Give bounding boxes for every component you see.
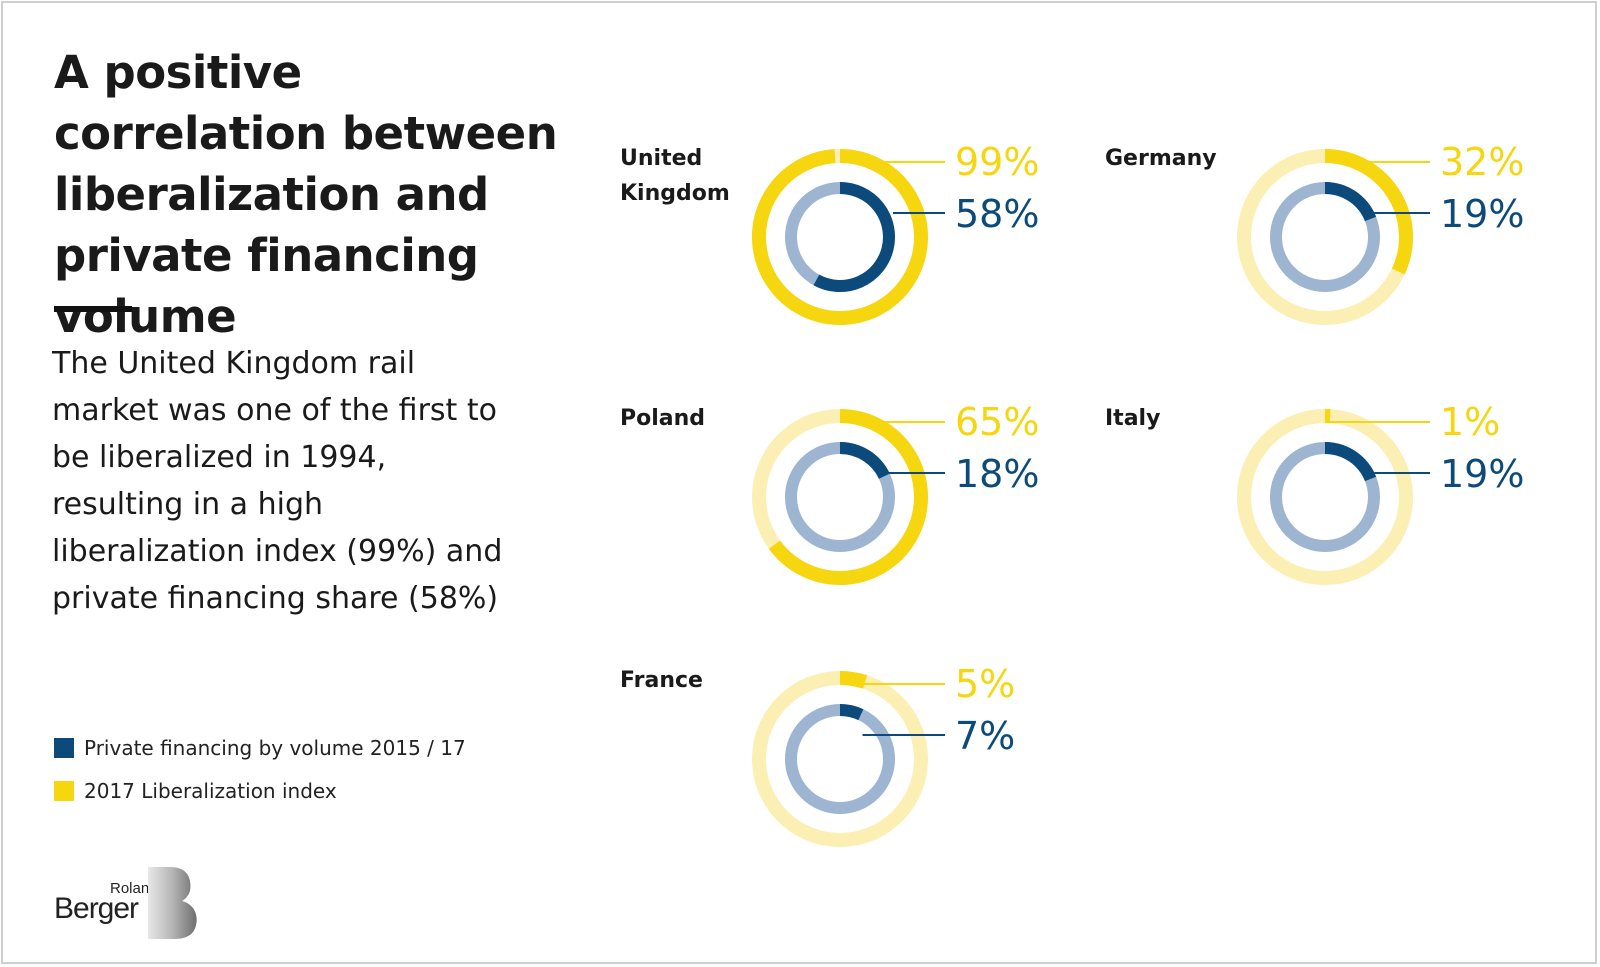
liberalization-arc xyxy=(752,149,928,325)
financing-arc xyxy=(839,704,864,721)
financing-value-label: 7% xyxy=(955,714,1015,758)
legend-swatch-liberalization xyxy=(54,781,74,801)
financing-arc xyxy=(1324,182,1377,222)
legend-label: 2017 Liberalization index xyxy=(84,779,337,803)
legend-label: Private financing by volume 2015 / 17 xyxy=(84,736,466,760)
legend-swatch-financing xyxy=(54,738,74,758)
country-label-line: United xyxy=(620,146,703,171)
country-label: Germany xyxy=(1105,141,1217,176)
liberalization-arc xyxy=(768,409,928,585)
financing-value-label: 19% xyxy=(1440,192,1524,236)
logo-b-mark xyxy=(148,867,197,939)
financing-value-label: 19% xyxy=(1440,452,1524,496)
country-label-line: France xyxy=(620,668,703,693)
legend-item-liberalization: 2017 Liberalization index xyxy=(54,779,337,803)
country-label-line: Kingdom xyxy=(620,181,730,206)
liberalization-value-label: 5% xyxy=(955,662,1015,706)
liberalization-value-label: 32% xyxy=(1440,140,1524,184)
country-label-line: Poland xyxy=(620,406,706,431)
logo-text-top: Roland xyxy=(110,880,158,897)
financing-track xyxy=(785,704,895,814)
financing-arc xyxy=(839,442,890,479)
country-label-line: Italy xyxy=(1105,406,1161,431)
country-label-line: Germany xyxy=(1105,146,1217,171)
liberalization-value-label: 99% xyxy=(955,140,1039,184)
liberalization-arc xyxy=(1324,149,1413,275)
financing-arc xyxy=(813,182,895,292)
country-label: Poland xyxy=(620,401,705,436)
liberalization-arc xyxy=(839,670,868,689)
liberalization-value-label: 65% xyxy=(955,400,1039,444)
country-label: France xyxy=(620,663,703,698)
liberalization-track xyxy=(1237,409,1413,585)
liberalization-value-label: 1% xyxy=(1440,400,1500,444)
logo-text-bottom: Berger xyxy=(54,892,139,925)
title-divider xyxy=(54,306,132,312)
legend-item-financing: Private financing by volume 2015 / 17 xyxy=(54,736,466,760)
subtitle: The United Kingdom rail market was one o… xyxy=(52,346,503,616)
page-title: A positive correlation between liberaliz… xyxy=(54,46,558,343)
financing-value-label: 58% xyxy=(955,192,1039,236)
country-label: United Kingdom xyxy=(620,141,730,211)
liberalization-track xyxy=(752,671,928,847)
financing-arc xyxy=(1324,442,1377,482)
financing-value-label: 18% xyxy=(955,452,1039,496)
country-label: Italy xyxy=(1105,401,1160,436)
